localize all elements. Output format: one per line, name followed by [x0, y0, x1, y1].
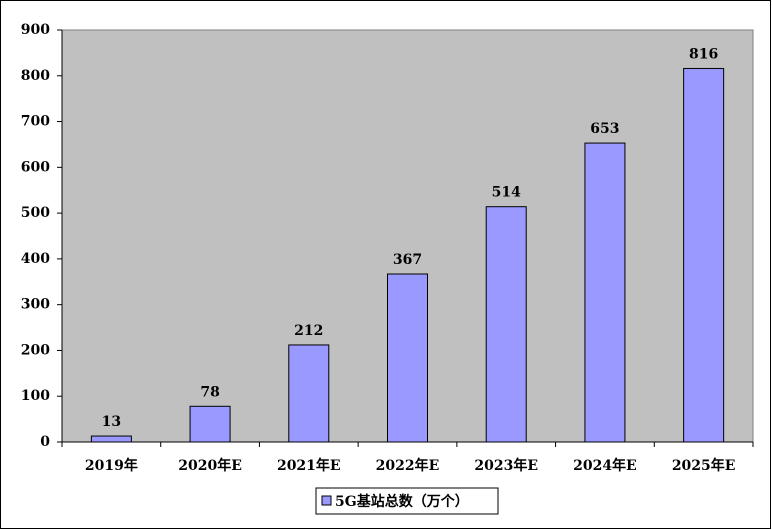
legend-box — [315, 487, 499, 515]
y-tick-label: 400 — [21, 251, 50, 267]
data-label: 816 — [689, 46, 718, 62]
x-tick-label: 2025年E — [672, 457, 736, 474]
y-tick-label: 200 — [21, 342, 50, 358]
bar — [485, 206, 527, 443]
data-label: 514 — [492, 185, 521, 201]
y-tick-label: 300 — [21, 297, 50, 313]
bar — [387, 273, 428, 443]
x-tick-label: 2024年E — [573, 457, 637, 474]
bar — [288, 344, 330, 443]
data-label: 13 — [102, 414, 121, 430]
bar — [90, 435, 132, 443]
y-tick-label: 100 — [21, 388, 50, 404]
bar — [189, 405, 231, 443]
bar — [683, 67, 725, 443]
data-label: 78 — [200, 384, 219, 400]
y-tick-label: 700 — [21, 114, 50, 130]
x-tick-label: 2020年E — [178, 457, 242, 474]
x-tick-label: 2023年E — [474, 457, 538, 474]
x-tick-label: 2019年 — [85, 457, 138, 474]
legend-label: 5G基站总数（万个） — [335, 493, 469, 510]
bar — [584, 142, 626, 443]
data-label: 653 — [590, 121, 619, 137]
y-tick-label: 900 — [21, 22, 50, 38]
y-tick-label: 0 — [40, 434, 50, 450]
legend-swatch — [321, 495, 332, 506]
y-tick-label: 800 — [21, 68, 50, 84]
x-tick-label: 2021年E — [277, 457, 341, 474]
data-label: 212 — [294, 323, 323, 339]
data-label: 367 — [393, 252, 422, 268]
x-tick-label: 2022年E — [376, 457, 440, 474]
y-tick-label: 600 — [21, 159, 50, 175]
y-tick-label: 500 — [21, 205, 50, 221]
